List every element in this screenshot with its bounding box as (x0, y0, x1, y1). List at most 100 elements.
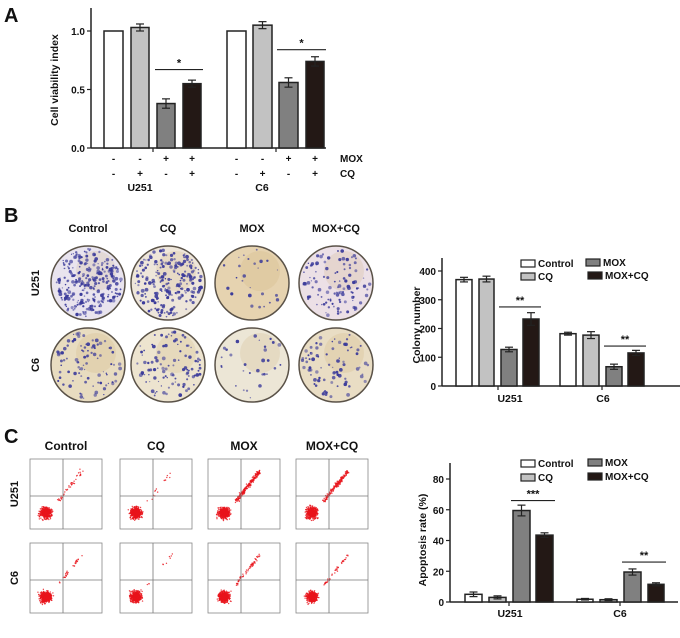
event (139, 506, 142, 509)
colony (249, 286, 251, 289)
event (77, 472, 80, 474)
event (330, 491, 333, 493)
colony (179, 282, 183, 286)
event (138, 600, 140, 602)
event (219, 597, 221, 599)
colony (110, 269, 114, 273)
colony (174, 261, 178, 265)
event (133, 591, 136, 593)
event (46, 509, 49, 512)
colony (194, 296, 197, 299)
column-label: CQ (160, 223, 177, 235)
colony (318, 376, 321, 380)
event (129, 597, 132, 600)
event (315, 507, 317, 509)
event (218, 594, 220, 596)
event (46, 591, 48, 593)
colony (82, 273, 86, 277)
colony (57, 277, 61, 282)
event (42, 597, 45, 599)
event (40, 602, 42, 604)
event (314, 506, 316, 508)
event (226, 506, 228, 509)
event (68, 485, 70, 487)
colony (116, 292, 119, 295)
colony (105, 257, 110, 262)
colony (305, 266, 309, 269)
event (346, 470, 348, 472)
flow-plot (207, 458, 281, 530)
colony (337, 373, 342, 378)
colony (114, 295, 117, 298)
colony (83, 346, 87, 349)
colony (336, 312, 340, 315)
event (136, 600, 138, 603)
event (228, 598, 231, 601)
colony (79, 261, 82, 265)
colony (191, 300, 195, 305)
event (308, 516, 311, 519)
event (135, 515, 138, 517)
colony (341, 290, 345, 294)
colony (70, 306, 74, 310)
event (131, 514, 133, 517)
event (138, 591, 141, 594)
colony (143, 349, 146, 352)
colony (156, 367, 159, 369)
event (140, 595, 142, 598)
column-label: Control (45, 439, 88, 453)
colony (336, 385, 339, 388)
colony (97, 300, 101, 304)
colony (136, 291, 140, 295)
event (248, 484, 250, 487)
colony (135, 275, 139, 278)
colony (112, 363, 116, 366)
colony (185, 254, 189, 259)
colony (167, 286, 171, 290)
colony (140, 293, 144, 298)
colony (320, 366, 322, 369)
event (225, 599, 227, 601)
colony (144, 287, 149, 292)
colony (319, 342, 323, 346)
colony (156, 263, 158, 266)
colony (359, 374, 364, 379)
colony (92, 385, 94, 387)
event (46, 599, 49, 601)
colony (354, 257, 357, 260)
event (38, 595, 40, 598)
event (139, 514, 141, 517)
event (138, 598, 140, 601)
colony (88, 278, 92, 282)
event (63, 576, 65, 578)
colony (191, 262, 194, 264)
event (228, 597, 231, 599)
event (129, 599, 132, 602)
event (140, 598, 142, 600)
colony (63, 346, 67, 351)
event (52, 595, 55, 597)
colony (118, 292, 122, 296)
event (135, 602, 137, 604)
event (37, 512, 40, 515)
colony (60, 364, 63, 367)
colony (190, 346, 192, 349)
colony (157, 380, 160, 383)
colony (273, 367, 277, 370)
colony (145, 259, 147, 261)
colony (161, 265, 165, 268)
colony (174, 266, 176, 268)
event (140, 514, 142, 516)
colony (157, 297, 160, 300)
colony (325, 290, 330, 294)
event (220, 589, 222, 591)
colony (96, 343, 99, 346)
event (42, 591, 44, 593)
colony (163, 311, 166, 314)
event (226, 509, 229, 512)
event (66, 573, 69, 576)
event (40, 591, 43, 593)
event (129, 595, 131, 597)
colony (160, 308, 164, 312)
colony (271, 341, 275, 344)
